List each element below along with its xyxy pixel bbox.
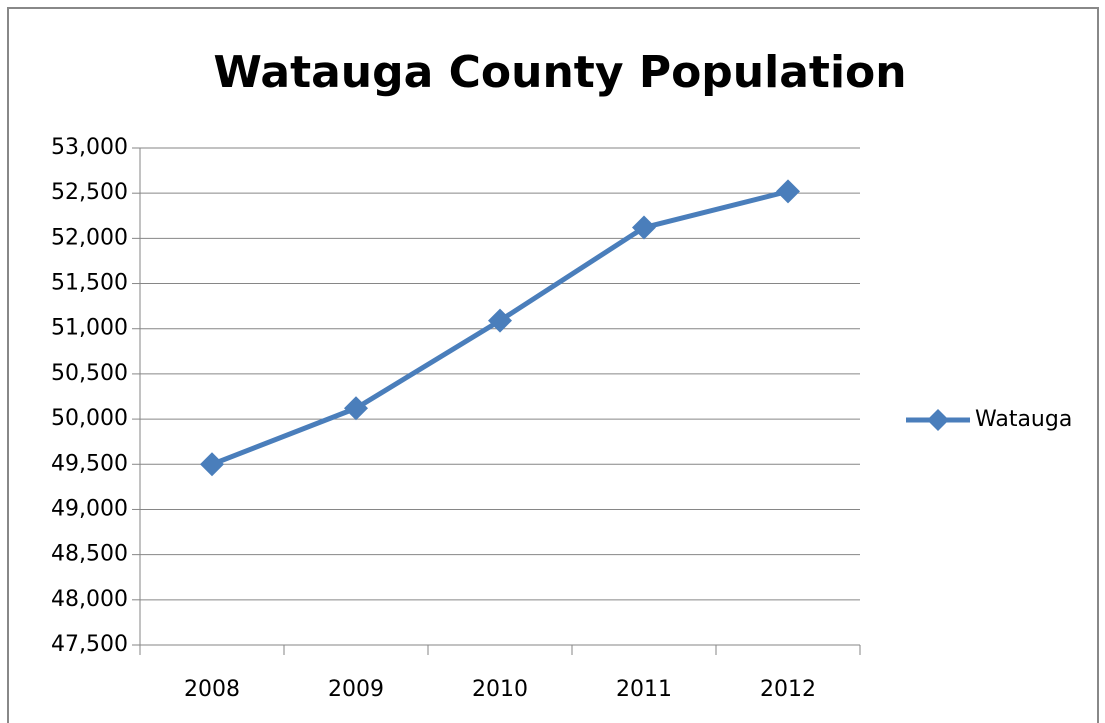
data-point: [200, 452, 224, 477]
y-tick-label: 52,000: [51, 225, 128, 250]
data-point: [488, 308, 512, 333]
data-point: [344, 396, 368, 421]
legend-marker: [927, 409, 949, 431]
y-tick-label: 49,000: [51, 496, 128, 521]
x-tick-label: 2012: [760, 677, 816, 702]
y-tick-label: 48,000: [51, 587, 128, 612]
y-tick-label: 47,500: [51, 632, 128, 657]
chart-frame: [7, 7, 1099, 723]
x-tick-label: 2009: [328, 677, 384, 702]
data-point: [776, 179, 800, 204]
data-point: [632, 215, 656, 240]
y-tick-label: 51,000: [51, 316, 128, 341]
x-tick-label: 2011: [616, 677, 672, 702]
y-tick-label: 53,000: [51, 135, 128, 160]
chart-title: Watauga County Population: [213, 47, 906, 98]
x-tick-label: 2008: [184, 677, 240, 702]
y-tick-label: 51,500: [51, 271, 128, 296]
y-tick-label: 48,500: [51, 542, 128, 567]
legend-label: Watauga: [975, 407, 1072, 432]
y-tick-label: 52,500: [51, 180, 128, 205]
y-tick-label: 50,500: [51, 361, 128, 386]
x-tick-label: 2010: [472, 677, 528, 702]
y-tick-label: 49,500: [51, 451, 128, 476]
y-tick-label: 50,000: [51, 406, 128, 431]
